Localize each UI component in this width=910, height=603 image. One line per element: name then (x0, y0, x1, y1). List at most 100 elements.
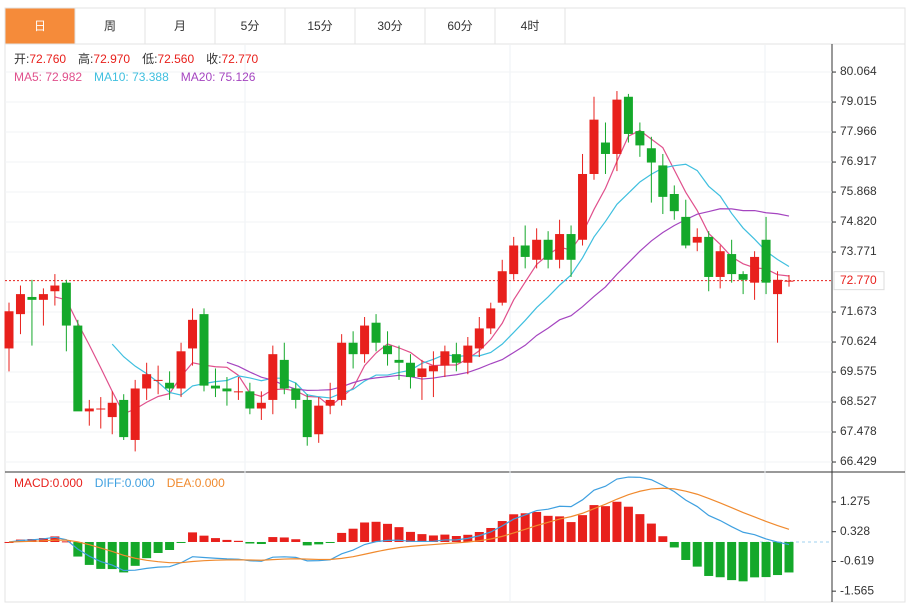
candle-body (73, 325, 83, 412)
tab-label[interactable]: 4时 (521, 19, 540, 33)
candle-body (692, 236, 702, 243)
last-price-box (833, 271, 885, 291)
candle-body (360, 325, 370, 355)
macd-bar (291, 539, 301, 542)
ma-legend: MA20: 75.126 (181, 70, 256, 84)
macd-bar (222, 539, 232, 542)
macd-bar (279, 537, 289, 542)
candle-body (337, 342, 347, 400)
candle-body (474, 328, 484, 349)
candle-body (600, 142, 610, 154)
tab-label[interactable]: 周 (104, 19, 116, 33)
tab-label[interactable]: 月 (174, 19, 186, 33)
y-tick-label: 68.527 (840, 394, 877, 408)
info-key: 收: (206, 52, 221, 66)
macd-bar (474, 531, 484, 542)
macd-bar (555, 516, 565, 542)
macd-bar (658, 536, 668, 542)
info-value: 72.970 (93, 52, 130, 66)
candle-body (291, 388, 301, 400)
y-tick-label: 73.771 (840, 244, 877, 258)
candle-body (142, 374, 152, 389)
candle-body (417, 368, 427, 378)
macd-bar (578, 515, 588, 542)
candle-body (738, 274, 748, 280)
macd-bar (715, 541, 725, 578)
candle-body (646, 148, 656, 163)
y-tick-label: 80.064 (840, 64, 877, 78)
macd-bar (704, 541, 714, 576)
macd-bar (600, 506, 610, 542)
ma-legend: MA5: 72.982 (14, 70, 82, 84)
tab[interactable] (74, 7, 146, 45)
tab[interactable] (424, 7, 496, 45)
y2-tick-label: 0.328 (840, 524, 870, 538)
macd-bar (497, 521, 507, 542)
candle-body (543, 239, 553, 260)
macd-bar (199, 535, 209, 542)
candle-body (589, 119, 599, 174)
macd-bar (153, 541, 163, 553)
macd-bar (50, 536, 60, 542)
macd-bar (84, 541, 94, 565)
macd-bar (612, 501, 622, 542)
y-tick-label: 67.478 (840, 424, 877, 438)
macd-bar (589, 505, 599, 542)
macd-bar (337, 532, 347, 542)
candle-body (130, 388, 140, 440)
last-price-label: 72.770 (840, 273, 877, 287)
tab[interactable] (354, 7, 426, 45)
tab-label[interactable]: 日 (34, 19, 46, 33)
tab[interactable] (494, 7, 566, 45)
macd-bar (302, 541, 312, 546)
macd-bar (738, 541, 748, 582)
tab-label[interactable]: 15分 (307, 19, 332, 33)
macd-bar (96, 541, 106, 569)
macd-bar (761, 541, 771, 578)
candle-body (302, 399, 312, 438)
y-tick-label: 74.820 (840, 214, 877, 228)
candle-body (784, 280, 794, 282)
candle-body (210, 385, 220, 389)
candle-body (222, 388, 232, 392)
macd-bar (532, 511, 542, 542)
macd-bar (314, 541, 324, 545)
macd-bar (176, 541, 186, 543)
candle-body (555, 234, 565, 260)
macd-bar (27, 539, 37, 542)
macd-bar (773, 541, 783, 576)
macd-bar (509, 514, 519, 542)
tab[interactable] (4, 7, 76, 45)
macd-bar (107, 541, 117, 570)
candle-body (84, 408, 94, 412)
tab-label[interactable]: 60分 (447, 19, 472, 33)
y-tick-label: 69.575 (840, 364, 877, 378)
candle-body (704, 236, 714, 277)
macd-bar (750, 541, 760, 578)
tab-label[interactable]: 5分 (241, 19, 260, 33)
candle-body (669, 194, 679, 212)
tab[interactable] (144, 7, 216, 45)
ma-line (111, 163, 790, 399)
candle-body (623, 96, 633, 134)
tab-label[interactable]: 30分 (377, 19, 402, 33)
macd-bar (383, 523, 393, 542)
macd-bar (38, 538, 48, 542)
candle-body (428, 365, 438, 372)
candle-body (15, 294, 25, 315)
info-key: 高: (78, 51, 93, 66)
info-key: 低: (142, 52, 157, 66)
macd-bar (4, 541, 14, 543)
macd-bar (130, 541, 140, 566)
candle-body (727, 254, 737, 275)
candle-body (176, 351, 186, 389)
candle-body (165, 382, 175, 389)
macd-legend: MACD:0.000 (14, 476, 83, 490)
candle-body (486, 308, 496, 329)
candle-body (188, 319, 198, 349)
tab[interactable] (284, 7, 356, 45)
info-value: 72.560 (157, 52, 194, 66)
candle-body (383, 345, 393, 355)
macd-bar (360, 522, 370, 542)
y2-tick-label: -1.565 (840, 583, 874, 597)
